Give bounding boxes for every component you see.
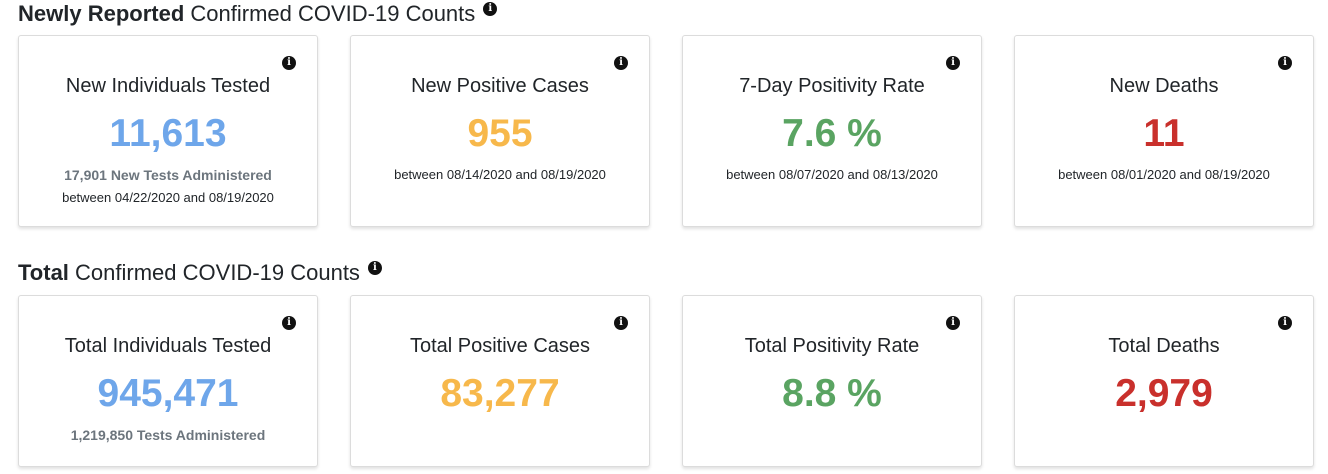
- total-heading: Total Confirmed COVID-19 Counts i: [18, 259, 382, 287]
- info-icon[interactable]: i: [1278, 316, 1292, 330]
- card-new-positive-cases: i New Positive Cases 955 between 08/14/2…: [350, 35, 650, 227]
- card-value: 7.6 %: [782, 112, 882, 155]
- info-icon[interactable]: i: [483, 2, 498, 16]
- card-subtext: 1,219,850 Tests Administered: [70, 427, 266, 443]
- card-total-deaths: i Total Deaths 2,979: [1014, 295, 1314, 467]
- info-icon[interactable]: i: [946, 56, 960, 70]
- card-title: Total Individuals Tested: [64, 335, 272, 357]
- card-value: 945,471: [97, 372, 239, 415]
- info-icon[interactable]: i: [1278, 56, 1292, 70]
- card-subtext: 17,901 New Tests Administered: [64, 167, 272, 183]
- card-date-range: between 04/22/2020 and 08/19/2020: [62, 190, 274, 205]
- info-icon[interactable]: i: [614, 316, 628, 330]
- card-7-day-positivity-rate: i 7-Day Positivity Rate 7.6 % between 08…: [682, 35, 982, 227]
- newly-reported-heading-strong: Newly Reported: [18, 1, 185, 26]
- newly-reported-heading-rest: Confirmed COVID-19 Counts: [190, 1, 476, 26]
- newly-reported-heading: Newly Reported Confirmed COVID-19 Counts…: [18, 0, 498, 28]
- info-icon[interactable]: i: [614, 56, 628, 70]
- total-heading-strong: Total: [18, 260, 69, 285]
- info-icon[interactable]: i: [367, 261, 382, 275]
- total-heading-rest: Confirmed COVID-19 Counts: [75, 260, 360, 285]
- info-icon[interactable]: i: [282, 316, 296, 330]
- info-icon[interactable]: i: [282, 56, 296, 70]
- card-title: New Positive Cases: [411, 75, 589, 97]
- card-new-deaths: i New Deaths 11 between 08/01/2020 and 0…: [1014, 35, 1314, 227]
- card-value: 955: [467, 112, 533, 155]
- card-value: 11: [1143, 112, 1185, 155]
- card-total-individuals-tested: i Total Individuals Tested 945,471 1,219…: [18, 295, 318, 467]
- card-date-range: between 08/07/2020 and 08/13/2020: [726, 167, 938, 182]
- card-title: Total Deaths: [1108, 335, 1220, 357]
- card-total-positive-cases: i Total Positive Cases 83,277: [350, 295, 650, 467]
- card-value: 83,277: [440, 372, 560, 415]
- card-date-range: between 08/14/2020 and 08/19/2020: [394, 167, 606, 182]
- card-title: Total Positivity Rate: [744, 335, 920, 357]
- card-total-positivity-rate: i Total Positivity Rate 8.8 %: [682, 295, 982, 467]
- card-value: 2,979: [1115, 372, 1213, 415]
- card-new-individuals-tested: i New Individuals Tested 11,613 17,901 N…: [18, 35, 318, 227]
- card-title: New Deaths: [1109, 75, 1219, 97]
- card-title: 7-Day Positivity Rate: [739, 75, 925, 97]
- card-title: Total Positive Cases: [409, 335, 591, 357]
- card-value: 8.8 %: [782, 372, 882, 415]
- card-value: 11,613: [109, 112, 227, 155]
- card-title: New Individuals Tested: [65, 75, 271, 97]
- info-icon[interactable]: i: [946, 316, 960, 330]
- card-date-range: between 08/01/2020 and 08/19/2020: [1058, 167, 1270, 182]
